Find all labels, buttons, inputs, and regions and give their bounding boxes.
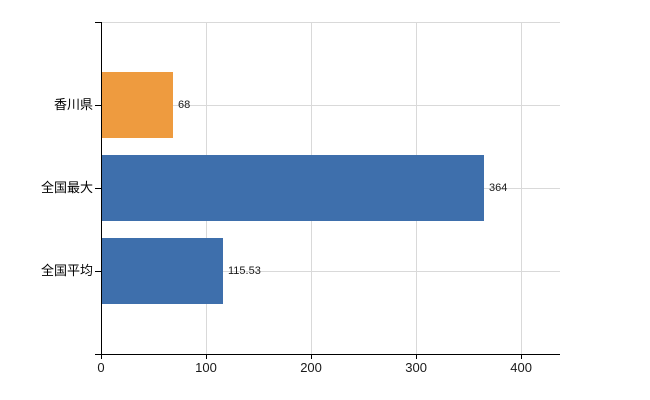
- plot-area-top-border: [101, 22, 560, 23]
- y-axis-tick: [95, 105, 101, 106]
- gridline-horizontal: [101, 271, 560, 272]
- x-axis-tick-label: 100: [195, 360, 217, 375]
- x-axis-tick-label: 300: [405, 360, 427, 375]
- category-label: 香川県: [53, 97, 93, 112]
- value-label: 68: [178, 99, 191, 111]
- value-label: 364: [489, 182, 508, 194]
- gridline-horizontal: [101, 105, 560, 106]
- y-axis-tick: [95, 271, 101, 272]
- x-axis-tick-label: 0: [97, 360, 105, 375]
- category-label: 全国最大: [40, 180, 93, 195]
- bar: [102, 238, 223, 304]
- bar: [102, 72, 173, 138]
- x-axis-tick: [206, 354, 208, 359]
- x-axis-tick: [416, 354, 418, 359]
- value-label: 115.53: [228, 265, 261, 277]
- x-axis-line: [95, 354, 560, 355]
- x-axis-tick: [311, 354, 313, 359]
- y-axis-line: [101, 22, 102, 354]
- x-axis-tick-label: 400: [510, 360, 532, 375]
- x-axis-tick: [101, 354, 102, 359]
- y-axis-tick: [95, 188, 101, 189]
- category-label: 全国平均: [40, 263, 93, 278]
- x-axis-tick: [521, 354, 523, 359]
- y-axis-tick: [95, 22, 101, 23]
- bar: [102, 155, 484, 221]
- x-axis-tick-label: 200: [300, 360, 322, 375]
